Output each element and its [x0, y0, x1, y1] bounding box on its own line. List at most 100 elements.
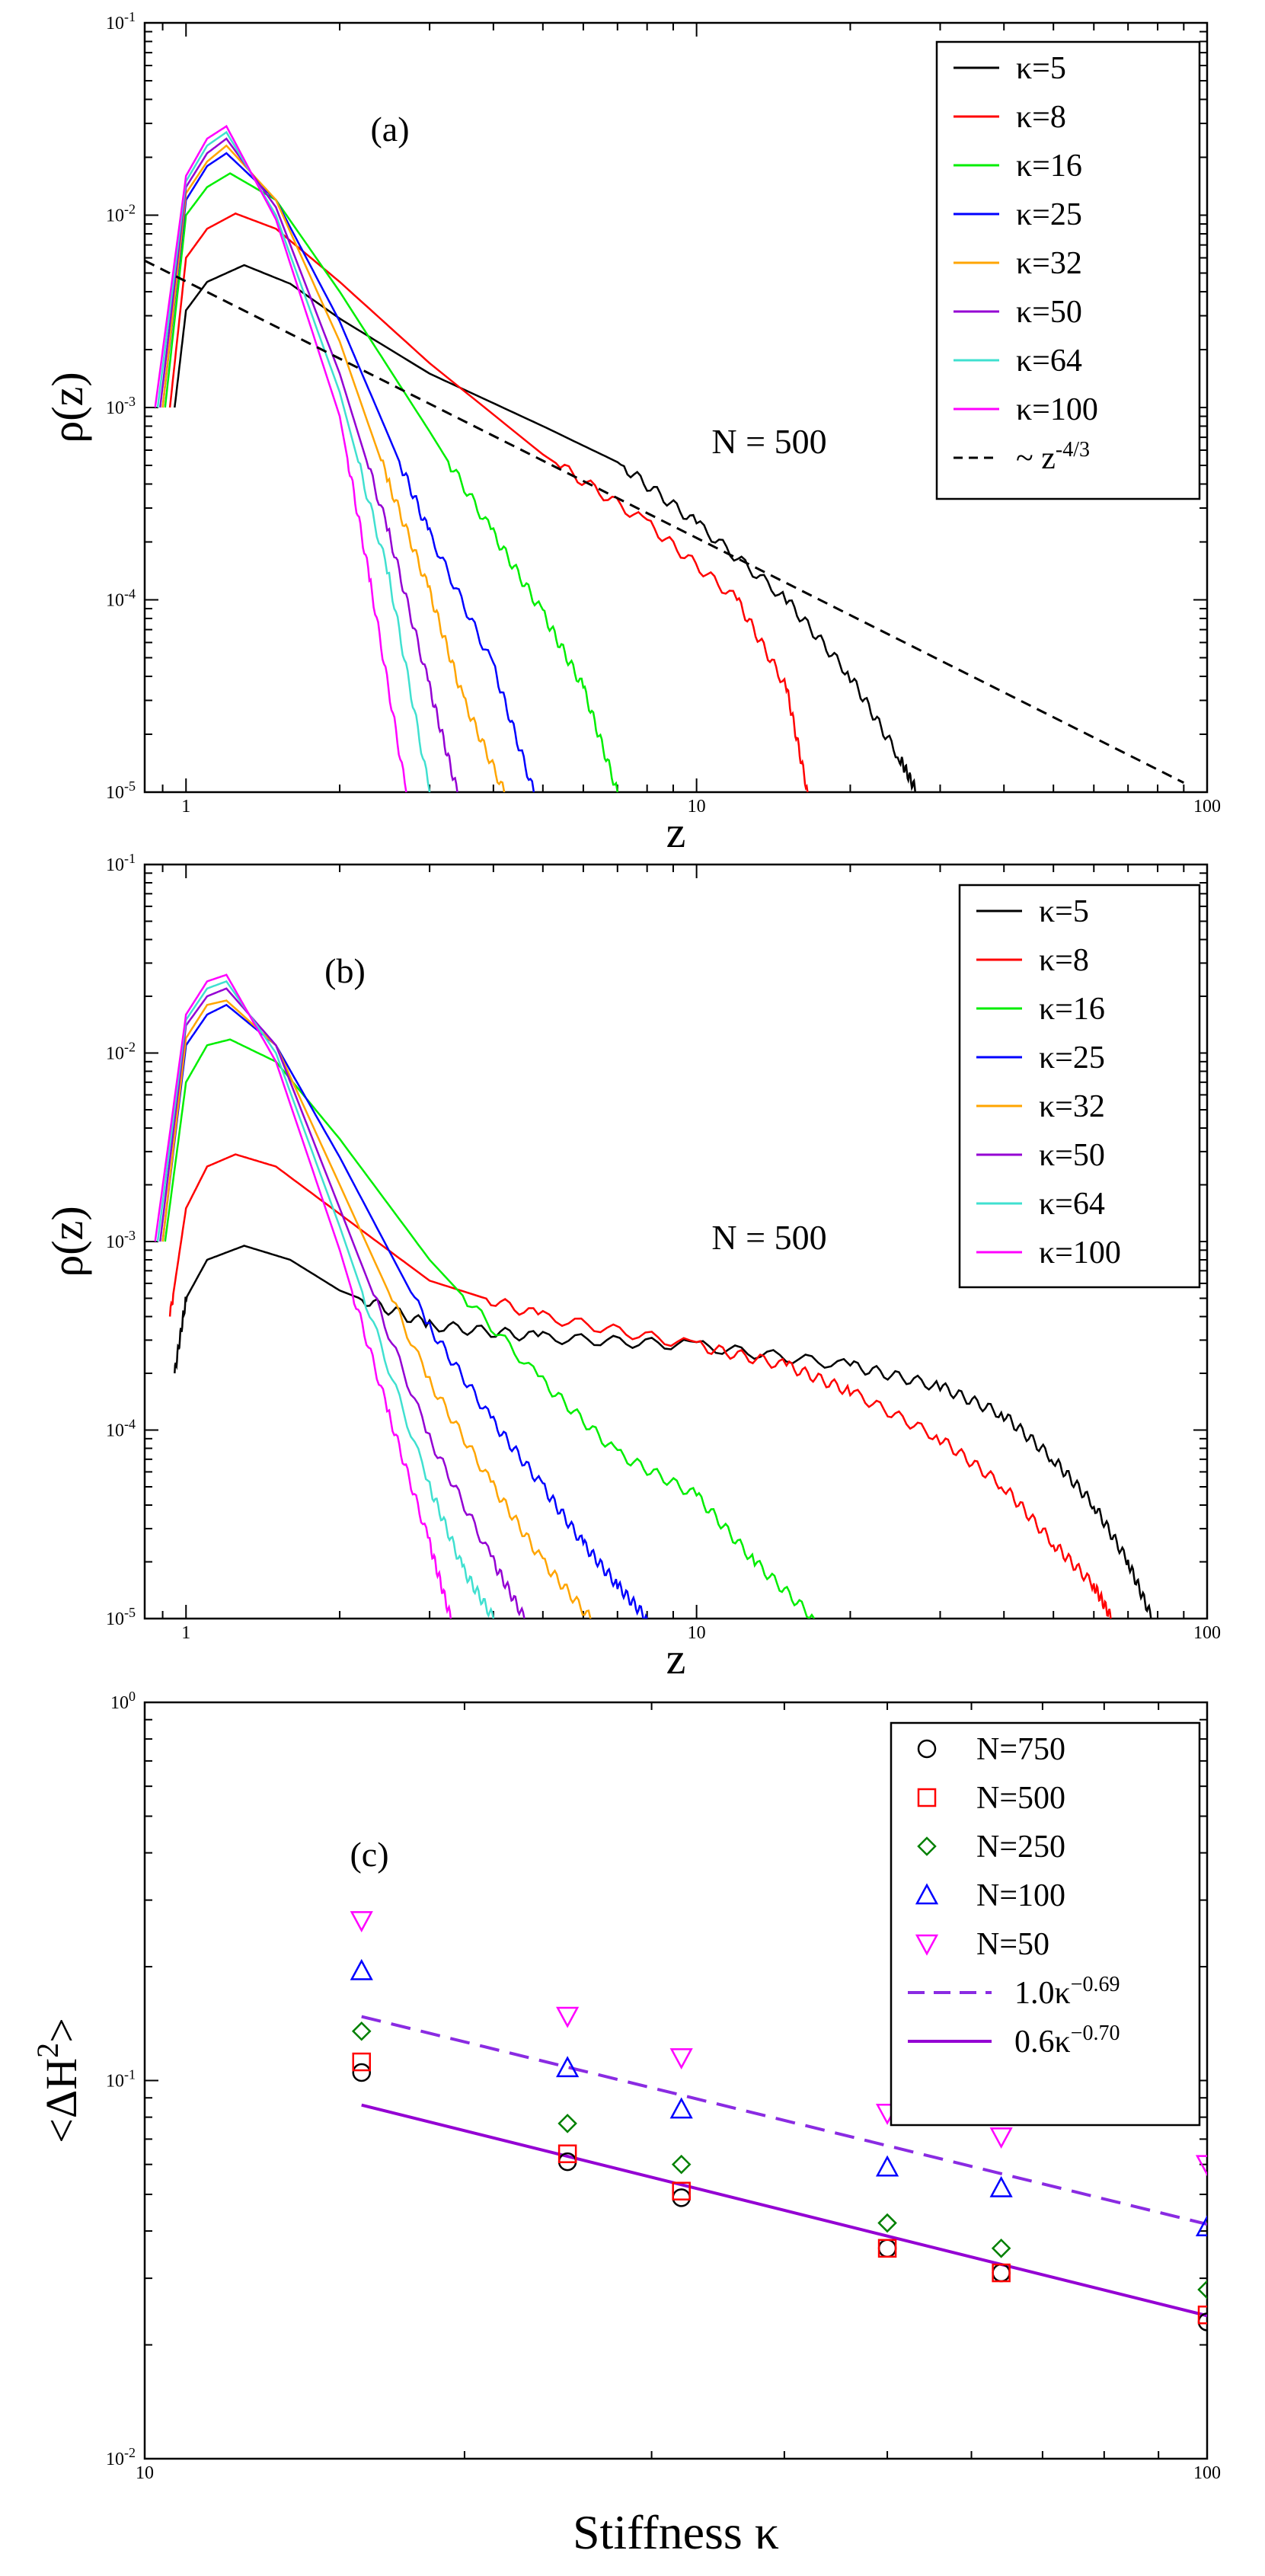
panel-label: (b) — [324, 951, 366, 990]
data-point — [877, 2239, 897, 2258]
data-point — [672, 2188, 691, 2207]
series-line — [161, 1003, 648, 1619]
data-point — [557, 2114, 577, 2133]
panel-a: 1 10 100 10-5 10-4 10-3 10-2 10-1 (a) N = 500 z ρ(z… — [43, 9, 1221, 857]
data-point — [989, 2127, 1013, 2149]
legend — [935, 40, 1201, 500]
fit-line — [361, 2103, 1207, 2318]
data-point — [1195, 2215, 1207, 2237]
legend-label: κ=16 — [1016, 149, 1082, 184]
data-point — [875, 2155, 899, 2177]
y-tick-label: 10-4 — [106, 586, 136, 611]
y-tick-label: 10-5 — [106, 778, 136, 803]
y-tick-label: 10-3 — [106, 1228, 136, 1252]
plot-frame — [143, 1701, 1209, 2460]
legend-label: κ=64 — [1016, 344, 1082, 379]
data-point — [557, 2144, 577, 2163]
legend-label: κ=5 — [1016, 51, 1066, 86]
plot-area — [350, 1911, 1207, 2332]
data-point — [915, 1883, 939, 1905]
plot-frame — [143, 21, 1209, 794]
legend-label: κ=5 — [1039, 894, 1089, 929]
fit-line — [361, 2015, 1207, 2226]
series-line — [168, 1153, 1112, 1619]
legend — [958, 884, 1201, 1289]
y-tick-label: 10-1 — [106, 9, 136, 34]
legend-label: N=750 — [976, 1732, 1065, 1767]
series-line — [159, 987, 525, 1619]
y-tick-label: 10-2 — [106, 1040, 136, 1064]
series-line — [164, 1038, 816, 1619]
legend-label: N=100 — [976, 1878, 1065, 1913]
data-point — [1195, 2155, 1207, 2177]
data-point — [1197, 2305, 1207, 2325]
data-point — [352, 2052, 371, 2072]
legend-label: κ=64 — [1039, 1187, 1105, 1222]
data-point — [556, 2006, 580, 2028]
data-point — [917, 1739, 937, 1759]
data-point — [917, 1836, 937, 1856]
legend-label: κ=8 — [1039, 943, 1089, 978]
legend-label: 1.0κ−0.69 — [1014, 1973, 1120, 2011]
data-point — [915, 1934, 939, 1956]
legend-label: κ=50 — [1039, 1138, 1105, 1173]
data-point — [669, 2048, 693, 2069]
series-line — [164, 172, 619, 792]
data-point — [1197, 2280, 1207, 2300]
y-axis-label: ρ(z) — [43, 372, 92, 443]
series-line — [161, 144, 506, 792]
x-tick-label: 100 — [1193, 797, 1221, 817]
legend — [890, 1721, 1201, 2127]
y-tick-label: 10-2 — [106, 202, 136, 226]
data-point — [351, 2021, 372, 2041]
x-tick-label: 10 — [688, 797, 706, 817]
panel-label: (a) — [370, 110, 409, 149]
series-line — [168, 212, 809, 792]
x-tick-label: 10 — [136, 2463, 154, 2483]
annotation: N = 500 — [711, 1218, 826, 1257]
legend-label: 0.6κ−0.70 — [1014, 2021, 1120, 2060]
series-line — [174, 1245, 1152, 1619]
series-line — [174, 264, 917, 792]
y-tick-label: 10-2 — [106, 2445, 136, 2469]
data-point — [352, 2063, 371, 2082]
legend-label: N=500 — [976, 1781, 1065, 1816]
x-tick-label: 1 — [181, 1623, 190, 1643]
x-tick-label: 100 — [1193, 2463, 1221, 2483]
x-tick-label: 100 — [1193, 1623, 1221, 1643]
data-point — [671, 2154, 692, 2175]
data-point — [991, 2239, 1011, 2258]
plot-area — [145, 124, 1184, 792]
data-point — [877, 2239, 897, 2258]
legend-label: κ=50 — [1016, 295, 1082, 330]
legend-label: κ=100 — [1039, 1235, 1121, 1270]
data-point — [917, 1788, 937, 1807]
plot-area — [154, 973, 1152, 1619]
series-line — [161, 999, 592, 1619]
legend-label: ~ z-4/3 — [1016, 438, 1090, 476]
series-line — [156, 980, 495, 1619]
data-point — [989, 2175, 1013, 2197]
series-line — [154, 124, 407, 792]
series-line — [154, 973, 452, 1619]
panel-b: 1 10 100 10-5 10-4 10-3 10-2 10-1 (b) N = 500 z ρ(z… — [43, 851, 1221, 1683]
y-tick-label: 10-1 — [106, 851, 136, 875]
legend-label: κ=8 — [1016, 100, 1066, 135]
data-point — [350, 1911, 373, 1932]
y-axis-label: <ΔH2> — [30, 2018, 86, 2143]
panel-label: (c) — [350, 1835, 388, 1874]
y-axis-label: ρ(z) — [43, 1206, 92, 1277]
legend-label: κ=25 — [1016, 197, 1082, 232]
y-tick-label: 10-1 — [106, 2067, 136, 2092]
panel-c: 10 100 10-2 10-1 100 (c) Stiffness κ <ΔH2> N=750… — [30, 1689, 1221, 2559]
annotation: N = 500 — [711, 422, 826, 461]
legend-label: N=250 — [976, 1830, 1065, 1865]
legend-label: κ=16 — [1039, 992, 1105, 1027]
x-axis-label: z — [666, 807, 686, 857]
x-axis-label: z — [666, 1634, 686, 1683]
legend-label: κ=32 — [1016, 246, 1082, 281]
series-line — [159, 137, 458, 792]
x-axis-label: Stiffness κ — [573, 2505, 779, 2559]
data-point — [992, 2263, 1011, 2283]
